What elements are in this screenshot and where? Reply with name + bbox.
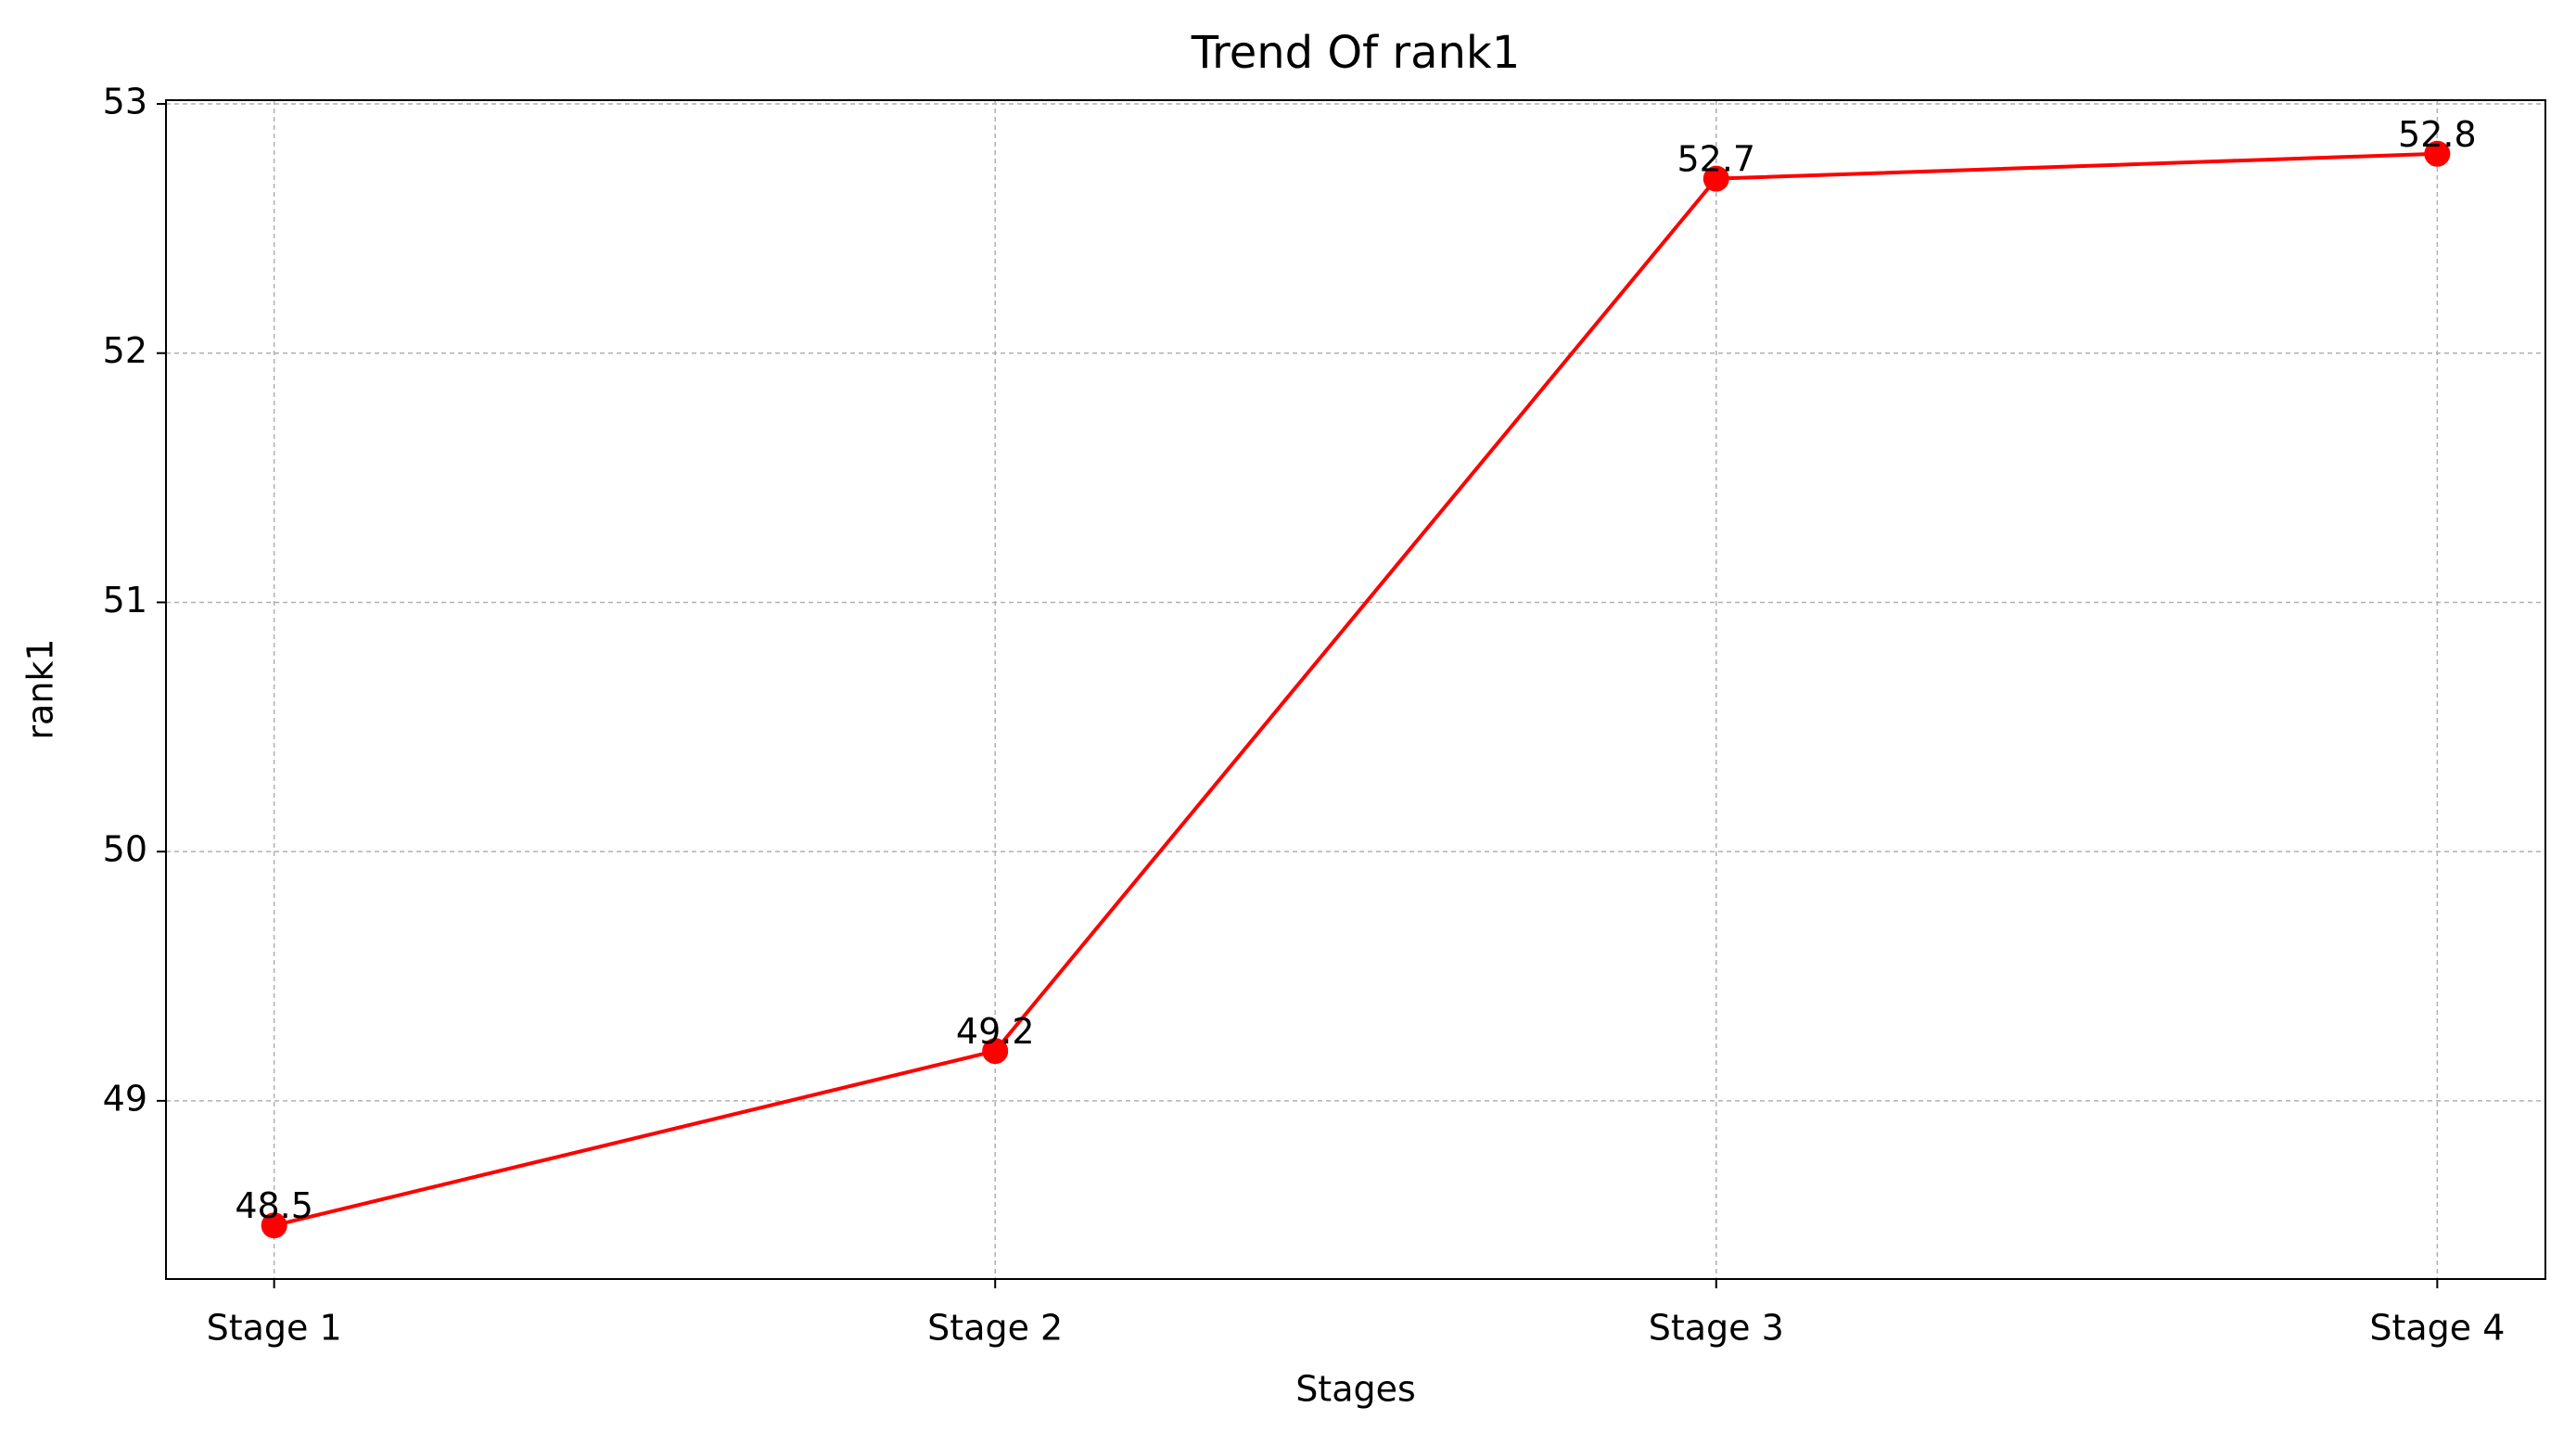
chart-title: Trend Of rank1 bbox=[1191, 27, 1520, 79]
data-point bbox=[982, 1038, 1009, 1065]
data-point bbox=[2424, 140, 2451, 167]
data-point bbox=[1702, 165, 1729, 192]
x-tick-label: Stage 2 bbox=[927, 1308, 1063, 1349]
y-tick-label: 52 bbox=[103, 330, 147, 371]
x-axis-label: Stages bbox=[1295, 1369, 1416, 1410]
data-label: 52.8 bbox=[2398, 114, 2477, 155]
x-tick-label: Stage 1 bbox=[207, 1308, 342, 1349]
y-axis-label: rank1 bbox=[20, 638, 61, 739]
plot-frame bbox=[165, 99, 2546, 1280]
x-tick-label: Stage 4 bbox=[2369, 1308, 2505, 1349]
data-point bbox=[261, 1212, 287, 1239]
data-label: 52.7 bbox=[1677, 139, 1755, 180]
data-label: 48.5 bbox=[235, 1185, 313, 1226]
y-tick-label: 50 bbox=[103, 829, 147, 870]
data-label: 49.2 bbox=[956, 1011, 1035, 1052]
y-tick-label: 53 bbox=[103, 82, 147, 122]
data-line bbox=[274, 151, 2438, 1228]
x-tick-label: Stage 3 bbox=[1649, 1308, 1784, 1349]
y-tick-label: 49 bbox=[103, 1078, 147, 1119]
y-tick-label: 51 bbox=[103, 580, 147, 621]
